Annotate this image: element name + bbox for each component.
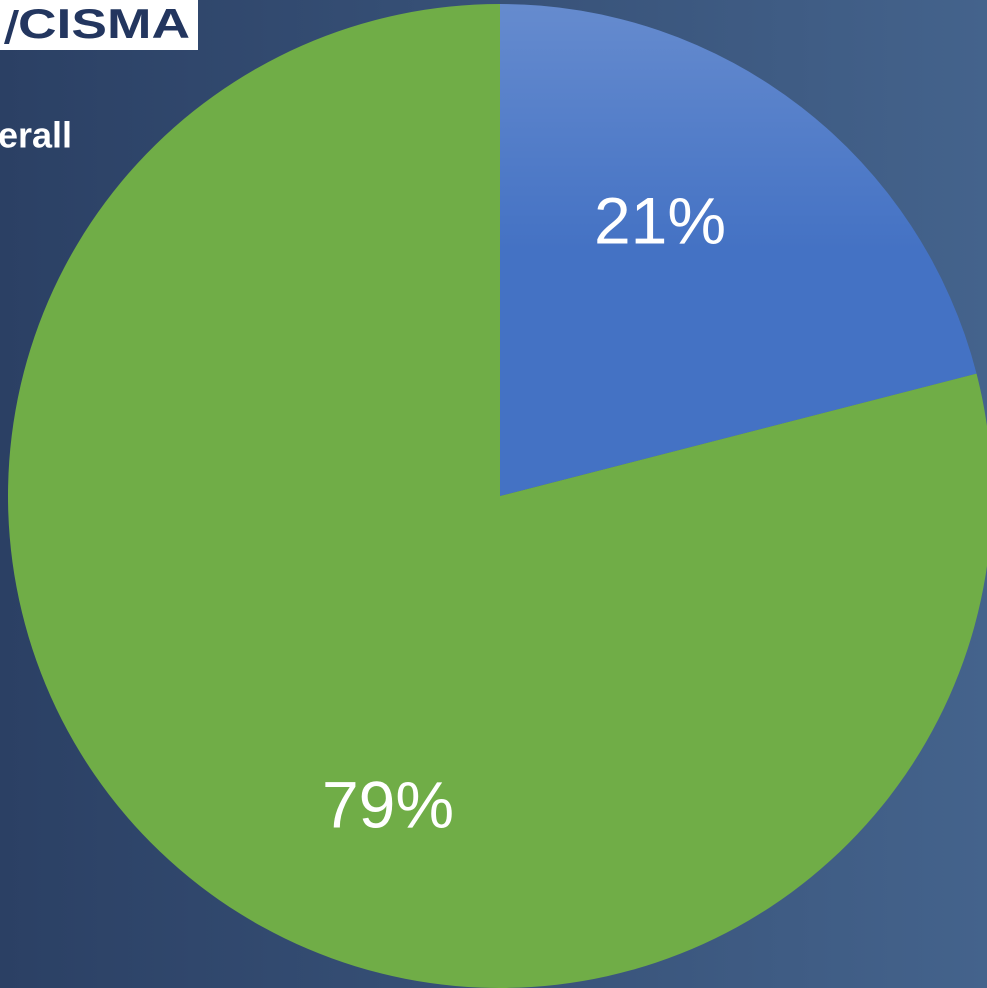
slice-shade [500,4,977,496]
logo-slash [4,10,19,44]
data-label: 79% [322,767,454,841]
data-label: 21% [594,183,726,257]
logo-box [0,0,198,50]
chart-title: erall [0,115,72,156]
pie: 21% 79% [8,4,987,988]
logo: CISMA [0,0,198,50]
logo-text: CISMA [18,0,190,47]
pie-slice [8,4,987,988]
